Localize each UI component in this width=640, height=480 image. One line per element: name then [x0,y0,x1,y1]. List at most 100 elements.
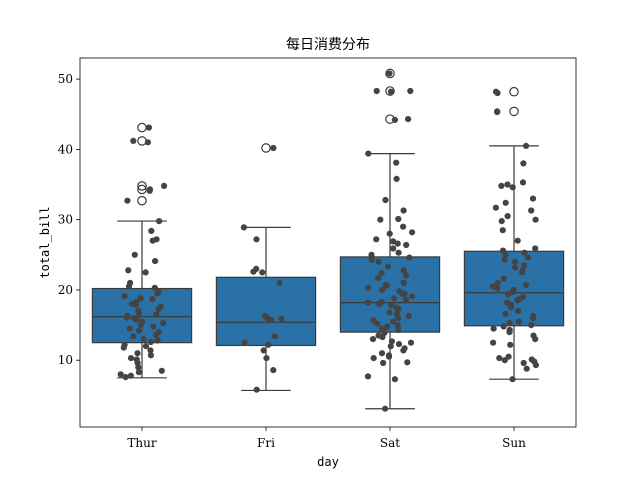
strip-sat [364,70,416,412]
data-point [511,258,519,265]
data-point [263,355,270,362]
data-point [500,323,507,330]
data-point [135,364,142,371]
data-point [529,195,537,202]
data-point [142,269,149,276]
data-point [240,224,247,231]
data-point [409,293,416,300]
data-point [400,267,407,274]
data-point [379,333,386,341]
strip-sun [489,88,540,383]
data-point [137,295,144,302]
axis-layer: 10 20 30 40 50 Thur Fri Sat Sun [58,72,526,450]
data-point [121,293,128,300]
data-point [134,350,141,357]
data-point [532,362,540,369]
data-point [528,207,535,214]
data-point [146,187,153,194]
data-point [523,142,530,149]
data-point [384,323,391,330]
data-point [123,314,130,321]
outlier-point [385,86,395,96]
data-point [387,88,394,95]
data-point [161,182,168,189]
box-sun [463,86,565,380]
data-point [268,317,275,324]
y-tick-label: 20 [58,283,73,297]
y-tick-label: 40 [58,142,73,156]
data-point [384,263,391,270]
data-point [391,376,398,383]
data-point [154,337,161,344]
data-point [390,238,397,245]
data-point [147,352,154,359]
data-point [514,297,521,304]
box-iqr [215,276,317,347]
data-point [395,326,402,334]
data-point [519,269,526,276]
data-point [260,347,267,354]
data-point [403,241,410,249]
x-tick-label: Sat [380,436,400,450]
data-point [394,240,401,247]
data-point [370,355,377,362]
data-point [391,116,398,123]
data-point [516,318,523,325]
data-point [142,343,150,350]
data-point [383,282,390,289]
data-point [368,256,375,263]
data-point [406,254,413,261]
data-point [494,90,501,97]
data-point [521,249,528,256]
data-point [373,236,380,243]
data-point [514,237,521,244]
data-point [522,281,530,289]
data-point [126,325,133,332]
data-point [265,341,272,348]
data-point [391,295,398,302]
data-point [135,369,142,376]
data-point [133,316,140,323]
data-point [404,359,411,366]
data-point [140,336,147,343]
data-point [509,184,516,191]
data-point [136,327,143,334]
data-point [148,227,155,234]
data-point [395,341,403,348]
data-point [364,299,371,306]
data-point [492,204,499,211]
data-point [507,341,514,348]
data-point [528,322,535,329]
data-point [270,144,277,152]
data-point [124,197,131,204]
outlier-point [137,122,147,133]
box-fri [215,143,317,392]
data-point [253,236,260,243]
data-point [520,359,527,367]
data-point [160,319,167,327]
data-point [390,318,397,325]
data-point [501,256,508,263]
data-point [155,305,162,312]
data-point [494,285,501,292]
data-point [390,245,397,252]
plot-layer [91,68,565,412]
data-point [511,264,519,271]
data-point [386,70,393,77]
data-point [365,150,372,157]
data-point [523,365,530,372]
data-point [153,331,160,338]
strip-fri [240,144,285,393]
data-point [122,374,129,381]
data-point [253,386,260,393]
data-point [405,312,412,319]
data-point [500,275,507,282]
data-point [388,338,395,345]
data-point [504,291,512,298]
data-point [259,269,266,276]
x-tick-label: Fri [257,436,275,450]
data-point [137,322,144,329]
data-point [131,251,138,258]
data-point [494,109,501,116]
data-point [378,350,386,357]
